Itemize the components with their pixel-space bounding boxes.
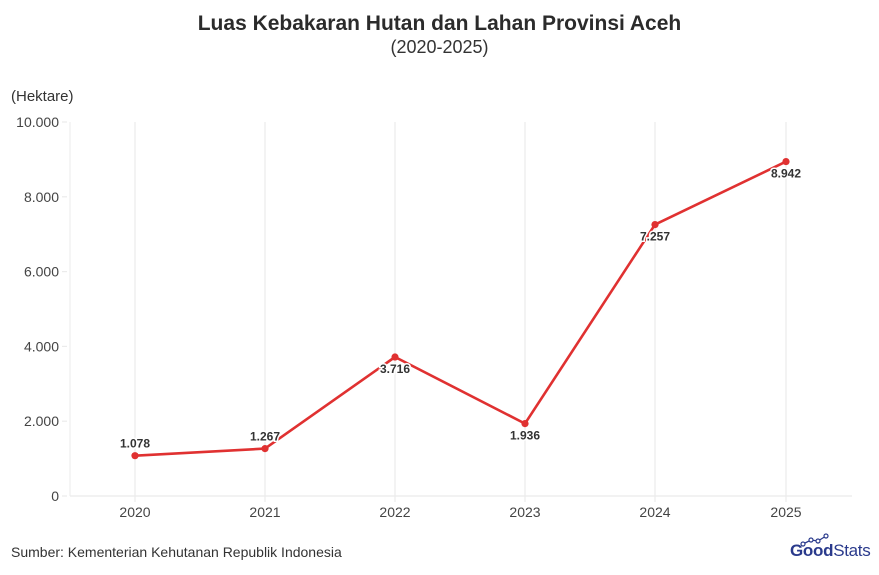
data-label: 8.942 bbox=[771, 167, 801, 181]
data-point[interactable] bbox=[391, 353, 399, 361]
data-label: 3.716 bbox=[380, 362, 410, 376]
y-tick-label: 6.000 bbox=[24, 264, 59, 280]
data-series bbox=[131, 157, 790, 460]
y-tick-label: 2.000 bbox=[24, 413, 59, 429]
data-label: 1.936 bbox=[510, 429, 540, 443]
data-label: 7.257 bbox=[640, 230, 670, 244]
source-note: Sumber: Kementerian Kehutanan Republik I… bbox=[11, 544, 342, 560]
vertical-gridlines bbox=[69, 122, 787, 502]
y-tick-label: 8.000 bbox=[24, 189, 59, 205]
y-tick-label: 4.000 bbox=[24, 338, 59, 354]
series-line bbox=[134, 160, 787, 457]
data-point[interactable] bbox=[782, 157, 790, 166]
logo-good-text: Good bbox=[790, 541, 834, 560]
x-tick-label: 2025 bbox=[770, 504, 801, 520]
x-tick-label: 2022 bbox=[379, 504, 410, 520]
y-axis-unit-label: (Hektare) bbox=[11, 88, 74, 105]
data-labels: 1.078 1.267 3.716 1.936 7.257 8.942 bbox=[118, 165, 802, 452]
data-label: 1.267 bbox=[250, 430, 280, 444]
y-axis: 0 2.000 4.000 6.000 8.000 10.000 bbox=[16, 114, 67, 504]
data-point[interactable] bbox=[261, 445, 269, 453]
data-point[interactable] bbox=[131, 452, 139, 460]
y-tick-label: 10.000 bbox=[16, 114, 59, 130]
x-tick-label: 2023 bbox=[509, 504, 540, 520]
data-point[interactable] bbox=[521, 419, 529, 428]
x-tick-label: 2021 bbox=[249, 504, 280, 520]
data-label: 1.078 bbox=[120, 437, 150, 451]
data-point[interactable] bbox=[651, 220, 659, 229]
y-tick-label: 0 bbox=[51, 488, 59, 504]
chart-title: Luas Kebakaran Hutan dan Lahan Provinsi … bbox=[197, 12, 682, 35]
logo-stats-text: Stats bbox=[833, 541, 871, 560]
x-axis: 2020 2021 2022 2023 2024 2025 bbox=[70, 495, 852, 520]
chart-subtitle: (2020-2025) bbox=[390, 37, 489, 57]
trend-dots-icon bbox=[800, 533, 829, 547]
x-tick-label: 2020 bbox=[119, 504, 150, 520]
x-tick-label: 2024 bbox=[639, 504, 670, 520]
goodstats-logo: GoodStats bbox=[790, 533, 871, 561]
